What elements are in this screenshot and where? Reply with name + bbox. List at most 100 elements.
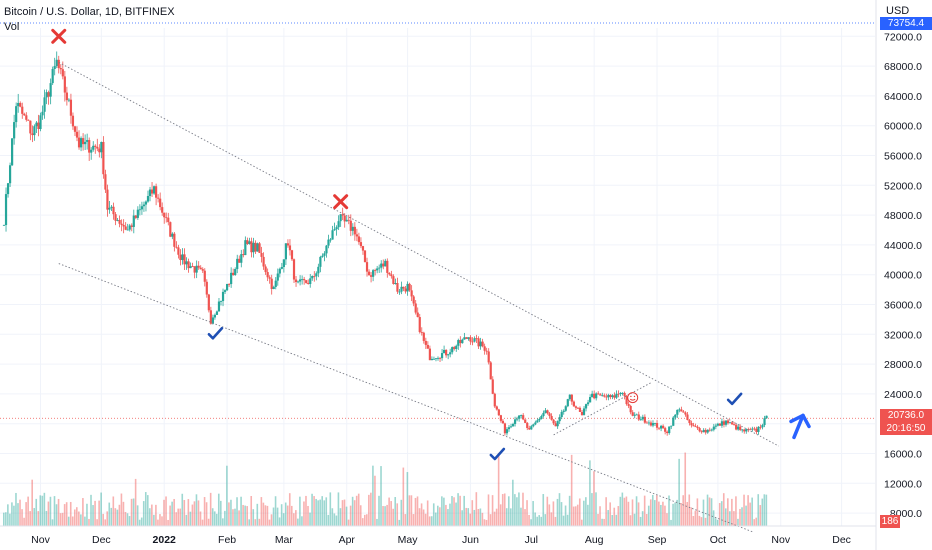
volume-bar — [368, 494, 370, 526]
candle-body — [270, 278, 273, 289]
candle-body — [106, 189, 109, 210]
candle-body — [459, 340, 462, 344]
volume-bar — [710, 498, 713, 526]
volume-bar — [658, 501, 660, 526]
volume-bar — [307, 505, 309, 526]
volume-bar — [591, 493, 593, 526]
candle-body — [548, 413, 551, 416]
candle-body — [394, 283, 397, 284]
volume-bar — [635, 496, 638, 526]
candle-body — [305, 280, 308, 283]
volume-bar — [134, 478, 137, 526]
volume-bar — [167, 519, 169, 526]
candle-body — [339, 214, 342, 222]
volume-bar — [230, 499, 232, 526]
volume-bar — [116, 509, 119, 526]
volume-bar — [280, 504, 283, 526]
volume-bar — [327, 514, 330, 526]
volume-bar — [165, 496, 167, 526]
candle-body — [331, 230, 334, 240]
volume-bar — [680, 503, 682, 526]
volume-bar — [250, 495, 253, 526]
candle-body — [690, 422, 693, 426]
candle-body — [578, 407, 582, 412]
candle-body — [242, 254, 245, 256]
volume-bar — [755, 517, 758, 526]
candle-body — [201, 269, 204, 271]
volume-bar — [21, 509, 23, 526]
candle-body — [623, 392, 626, 397]
candle-body — [737, 426, 740, 430]
volume-bar — [733, 511, 735, 526]
volume-bar — [668, 495, 670, 526]
candle-body — [296, 281, 300, 283]
volume-bar — [222, 518, 224, 526]
volume-bar — [514, 494, 516, 526]
volume-bar — [138, 519, 141, 526]
symbol-title[interactable]: Bitcoin / U.S. Dollar, 1D, BITFINEX — [4, 6, 175, 18]
check-mark-icon — [207, 327, 224, 340]
candle-body — [432, 358, 436, 360]
volume-bar — [84, 516, 86, 526]
x-tick-label: May — [398, 534, 419, 546]
candle-body — [118, 219, 121, 224]
volume-bar — [335, 515, 338, 526]
volume-bar — [120, 493, 123, 526]
volume-bar — [19, 499, 21, 526]
candle-body — [37, 122, 40, 130]
volume-bar — [554, 516, 557, 526]
volume-bar — [538, 515, 541, 526]
candle-body — [509, 426, 513, 428]
candle-body — [645, 422, 648, 424]
volume-bar — [568, 495, 571, 526]
candle-body — [45, 92, 48, 98]
volume-bar — [311, 493, 313, 526]
candle-body — [568, 394, 571, 400]
volume-bar — [13, 505, 15, 526]
volume-bar — [451, 495, 453, 526]
candle-body — [700, 431, 703, 433]
candle-body — [311, 275, 314, 279]
volume-bar — [471, 500, 474, 526]
candle-body — [2, 225, 6, 226]
candle-body — [552, 419, 555, 424]
volume-bar — [459, 495, 461, 526]
candle-body — [453, 347, 456, 349]
volume-bar — [17, 503, 19, 526]
candle-body — [465, 337, 468, 339]
y-tick-label: 32000.0 — [884, 329, 922, 341]
candle-body — [248, 241, 251, 244]
volume-bar — [59, 513, 62, 526]
volume-bar — [82, 498, 84, 526]
candle-body — [61, 69, 64, 77]
volume-indicator-label[interactable]: Vol — [4, 21, 20, 33]
candle-body — [566, 399, 569, 407]
candlesticks — [2, 51, 768, 436]
candle-body — [215, 311, 219, 315]
candle-body — [483, 346, 486, 351]
volume-bar — [611, 514, 614, 526]
volume-bar — [576, 504, 579, 526]
volume-bar — [422, 509, 425, 526]
volume-bar — [430, 516, 433, 526]
volume-bar — [651, 494, 654, 526]
volume-bar — [574, 506, 577, 526]
volume-bar — [532, 501, 534, 526]
volume-bar — [647, 505, 650, 526]
volume-bar — [645, 514, 648, 526]
volume-bar — [284, 502, 287, 526]
volume-bar — [753, 519, 755, 526]
candle-body — [647, 422, 651, 424]
candle-body — [234, 269, 237, 276]
volume-bar — [353, 500, 356, 526]
volume-bar — [406, 472, 409, 526]
candle-body — [416, 312, 419, 318]
volume-bar — [195, 494, 198, 526]
volume-bar — [140, 517, 143, 526]
candle-body — [197, 265, 200, 268]
trendlines — [58, 61, 779, 533]
volume-bar — [98, 500, 100, 526]
candle-body — [252, 242, 255, 253]
x-tick-label: Aug — [585, 534, 604, 546]
